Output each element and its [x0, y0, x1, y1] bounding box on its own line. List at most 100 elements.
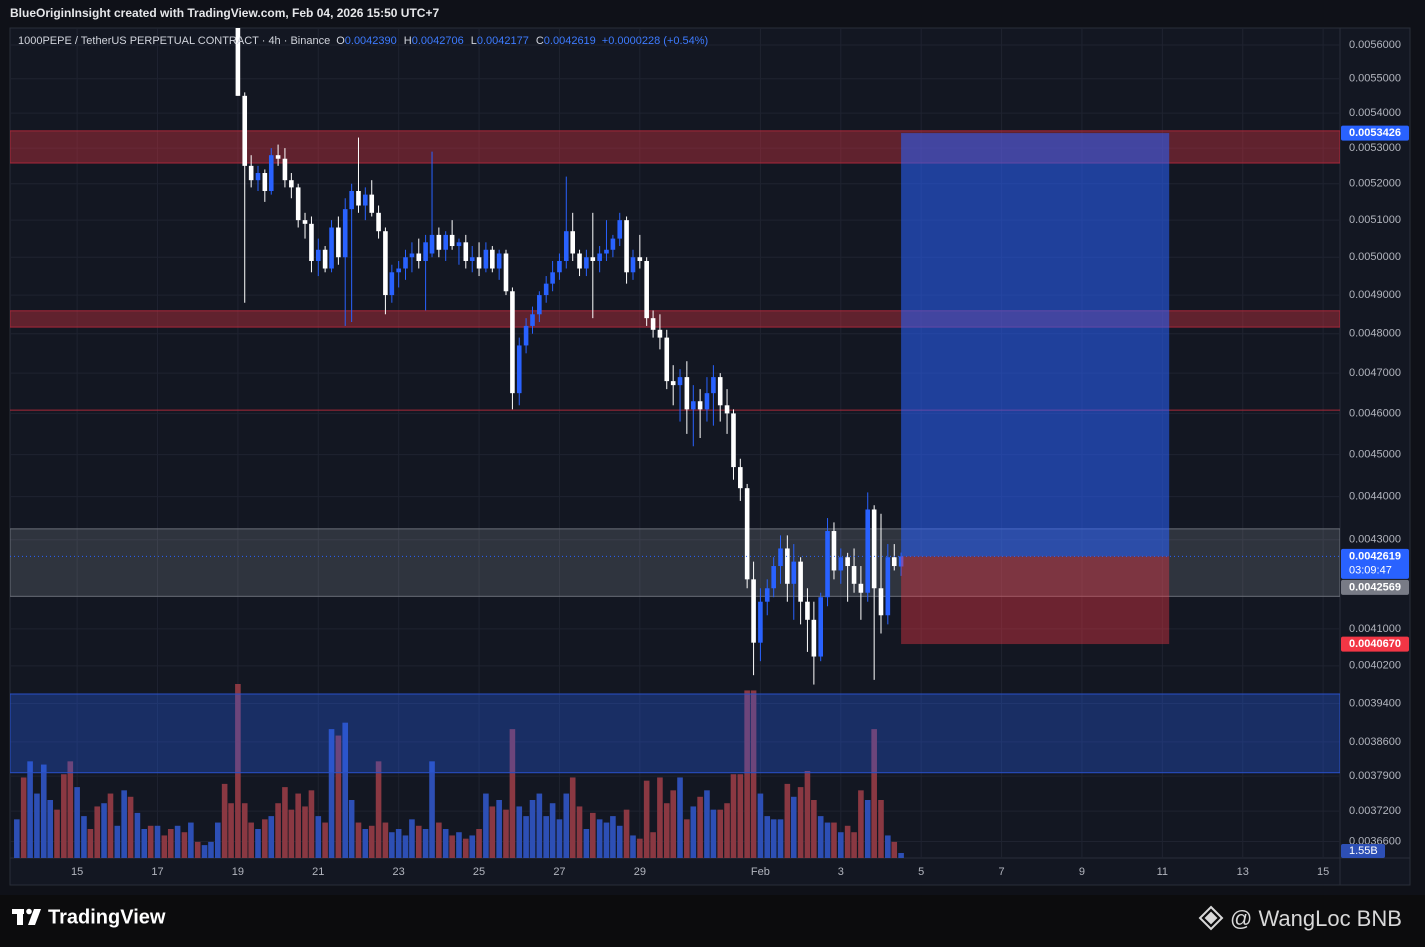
candle-body [630, 257, 636, 273]
candle-body [282, 158, 288, 181]
volume-bar [208, 841, 214, 858]
legend-key: L [471, 35, 477, 47]
candle-body [463, 242, 469, 261]
volume-label-box [1341, 844, 1385, 858]
volume-bar [837, 832, 844, 858]
y-tick-label: 0.0048000 [1349, 328, 1401, 340]
y-tick-label: 0.0045000 [1349, 448, 1401, 460]
candle-body [878, 588, 884, 616]
volume-bar [677, 777, 683, 858]
candle-body [510, 291, 515, 394]
price-label: 0.0042619 [1349, 550, 1401, 562]
volume-bar [509, 729, 516, 858]
x-tick-label: 29 [634, 866, 646, 878]
candle-body [871, 509, 877, 589]
volume-bar [27, 761, 33, 858]
volume-bar [389, 832, 395, 858]
volume-bar [456, 832, 462, 858]
candle-body [309, 223, 314, 261]
volume-bar [858, 790, 864, 858]
candle-body [637, 257, 643, 261]
volume-bar [235, 684, 241, 858]
x-tick-label: 9 [1079, 866, 1085, 878]
candle-body [597, 253, 602, 261]
volume-bar [429, 761, 435, 858]
volume-bar [214, 822, 221, 858]
candle-body [704, 393, 710, 410]
candle-body [396, 268, 401, 273]
header: BlueOriginInsight created with TradingVi… [10, 6, 439, 20]
x-tick-label: 7 [999, 866, 1005, 878]
candle-body [785, 548, 790, 584]
volume-bar [697, 796, 703, 858]
price-label-box [1341, 636, 1409, 652]
volume-bar [362, 829, 369, 858]
candle-body [825, 531, 830, 598]
y-tick-label: 0.0054000 [1349, 107, 1401, 119]
candle-body [516, 345, 522, 394]
volume-bar [610, 816, 616, 858]
volume-bar [576, 806, 583, 858]
y-tick-label: 0.0050000 [1349, 251, 1401, 263]
candle-body [537, 295, 542, 315]
volume-bar [704, 790, 710, 858]
legend-key: H [404, 35, 412, 47]
volume-bar [275, 803, 281, 858]
candle-body [356, 190, 361, 206]
y-tick-label: 0.0049000 [1349, 289, 1401, 301]
watermark-part [1204, 911, 1218, 925]
legend-key: O [336, 35, 345, 47]
volume-bar [536, 793, 543, 858]
candle-body [543, 283, 549, 296]
volume-bar [436, 822, 442, 858]
volume-bar [154, 825, 161, 858]
volume-bar [777, 819, 784, 858]
candle-body [711, 377, 716, 394]
volume-bar [804, 771, 811, 858]
volume-bar [409, 819, 415, 858]
volume-bar [241, 803, 248, 858]
volume-bar [442, 829, 449, 858]
volume-bar [107, 793, 114, 858]
volume-bar [308, 790, 315, 858]
price-label: 0.0042569 [1349, 581, 1401, 593]
y-tick-label: 0.0039400 [1349, 697, 1401, 709]
volume-bar [355, 822, 362, 858]
volume-bar [402, 835, 409, 858]
volume-bar [74, 787, 80, 858]
candle-body [342, 209, 348, 258]
candle-body [262, 173, 268, 191]
volume-bar [228, 803, 234, 858]
candle-body [563, 231, 569, 261]
volume-bar [469, 835, 476, 858]
legend-value: 0.0042177 [477, 35, 529, 47]
volume-bar [784, 783, 791, 858]
candle-body [363, 194, 368, 206]
watermark-part [1198, 905, 1224, 931]
x-tick-label: 19 [232, 866, 244, 878]
position-target [901, 133, 1170, 557]
plot-area [10, 28, 1340, 858]
volume-bar [844, 825, 851, 858]
volume-bar [81, 816, 87, 858]
y-tick-label: 0.0051000 [1349, 214, 1401, 226]
volume-bar [543, 816, 549, 858]
candle-body [805, 601, 810, 620]
volume-bar [54, 809, 60, 858]
candle-body [315, 249, 321, 261]
volume-bar [596, 819, 603, 858]
candle-body [684, 377, 690, 410]
legend-change: +0.0000228 (+0.54%) [602, 35, 708, 47]
y-tick-label: 0.0052000 [1349, 178, 1401, 190]
candle-body [523, 325, 529, 346]
candle-body [403, 257, 408, 269]
logo-part [17, 909, 23, 925]
volume-bar [663, 803, 670, 858]
candle-body [476, 257, 482, 269]
candle-body [416, 253, 422, 261]
candle-body [811, 619, 817, 657]
candle-body [664, 337, 670, 382]
candle-body [456, 242, 462, 247]
volume-bar [523, 816, 529, 858]
